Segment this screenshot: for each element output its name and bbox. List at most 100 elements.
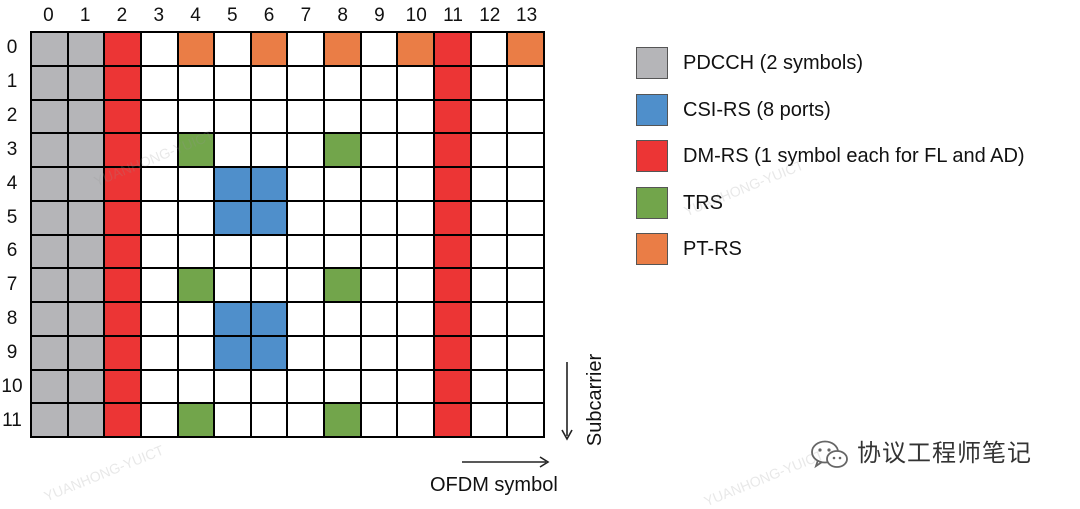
grid-cell-empty (361, 66, 397, 99)
grid-cell-empty (361, 269, 397, 301)
grid-cell-csirs (251, 336, 287, 369)
grid-cell-empty (288, 168, 324, 200)
legend-swatch (636, 47, 668, 79)
grid-cell-empty (288, 370, 324, 403)
grid-cell-empty (398, 370, 434, 403)
grid-cell-empty (325, 235, 360, 268)
grid-cell-empty (508, 235, 543, 268)
grid-cell-trs (178, 404, 214, 436)
grid-cell-dmrs (105, 168, 140, 200)
legend-swatch (636, 94, 668, 126)
grid-cell-empty (141, 235, 177, 268)
grid-cell-empty (508, 269, 543, 301)
grid-cell-empty (471, 134, 507, 166)
grid-cell-dmrs (435, 66, 470, 99)
grid-cell-empty (141, 201, 177, 234)
grid-cell-empty (471, 303, 507, 335)
grid-cell-dmrs (435, 370, 470, 403)
grid-cell-pdcch (68, 269, 104, 301)
grid-cell-empty (141, 100, 177, 133)
grid-cell-pdcch (68, 235, 104, 268)
grid-cell-empty (141, 404, 177, 436)
row-label: 6 (6, 240, 18, 262)
grid-cell-dmrs (105, 134, 140, 166)
grid-cell-empty (325, 66, 360, 99)
grid-cell-empty (178, 303, 214, 335)
grid-cell-empty (508, 404, 543, 436)
grid-cell-empty (471, 201, 507, 234)
legend-label: DM-RS (1 symbol each for FL and AD) (683, 145, 1025, 167)
grid-cell-empty (288, 134, 324, 166)
grid-cell-empty (215, 33, 250, 65)
grid-cell-empty (288, 269, 324, 301)
faint-watermark: YUANHONG-YUICT (701, 446, 826, 509)
grid-cell-pdcch (68, 201, 104, 234)
grid-cell-empty (141, 33, 177, 65)
grid-cell-empty (288, 100, 324, 133)
grid-cell-empty (288, 336, 324, 369)
row-label: 7 (6, 274, 18, 296)
grid-cell-dmrs (105, 201, 140, 234)
column-label: 12 (479, 5, 501, 26)
grid-cell-empty (141, 303, 177, 335)
grid-cell-dmrs (435, 33, 470, 65)
grid-cell-ptrs (508, 33, 543, 65)
grid-cell-pdcch (68, 33, 104, 65)
grid-cell-empty (215, 269, 250, 301)
grid-cell-empty (178, 370, 214, 403)
legend-swatch (636, 187, 668, 219)
grid-cell-empty (141, 134, 177, 166)
grid-cell-dmrs (435, 100, 470, 133)
grid-cell-trs (325, 404, 360, 436)
grid-cell-csirs (215, 336, 250, 369)
row-label: 9 (6, 342, 18, 364)
grid-cell-empty (251, 100, 287, 133)
grid-cell-empty (398, 100, 434, 133)
grid-cell-empty (325, 168, 360, 200)
grid-cell-empty (398, 336, 434, 369)
grid-cell-empty (398, 303, 434, 335)
column-label: 5 (227, 5, 238, 26)
grid-cell-pdcch (32, 370, 67, 403)
grid-cell-empty (251, 235, 287, 268)
grid-cell-dmrs (435, 269, 470, 301)
grid-cell-csirs (251, 201, 287, 234)
grid-cell-trs (325, 269, 360, 301)
column-label: 10 (405, 5, 427, 26)
account-watermark: 协议工程师笔记 (810, 437, 1070, 471)
grid-cell-dmrs (105, 33, 140, 65)
legend-swatch (636, 140, 668, 172)
grid-cell-dmrs (105, 66, 140, 99)
grid-cell-empty (398, 168, 434, 200)
grid-cell-csirs (215, 303, 250, 335)
row-label: 1 (6, 70, 18, 92)
grid-cell-empty (251, 66, 287, 99)
grid-cell-pdcch (32, 168, 67, 200)
grid-cell-empty (288, 235, 324, 268)
grid-cell-dmrs (105, 404, 140, 436)
grid-cell-pdcch (68, 66, 104, 99)
subcarrier-arrow-icon (560, 362, 574, 447)
grid-cell-empty (508, 336, 543, 369)
grid-cell-empty (325, 100, 360, 133)
grid-cell-empty (471, 336, 507, 369)
grid-cell-pdcch (68, 134, 104, 166)
legend-label: CSI-RS (8 ports) (683, 99, 831, 121)
row-label: 4 (6, 172, 18, 194)
grid-cell-empty (251, 134, 287, 166)
grid-cell-empty (508, 168, 543, 200)
grid-cell-dmrs (105, 100, 140, 133)
grid-cell-empty (361, 168, 397, 200)
column-label: 0 (43, 5, 54, 26)
column-label: 1 (79, 5, 91, 26)
grid-cell-pdcch (68, 370, 104, 403)
grid-cell-empty (398, 235, 434, 268)
grid-cell-empty (471, 269, 507, 301)
grid-cell-empty (215, 404, 250, 436)
grid-cell-dmrs (435, 235, 470, 268)
grid-cell-empty (325, 303, 360, 335)
y-axis-label: Subcarrier (584, 353, 606, 447)
grid-cell-empty (508, 66, 543, 99)
grid-cell-empty (178, 336, 214, 369)
grid-cell-empty (361, 303, 397, 335)
